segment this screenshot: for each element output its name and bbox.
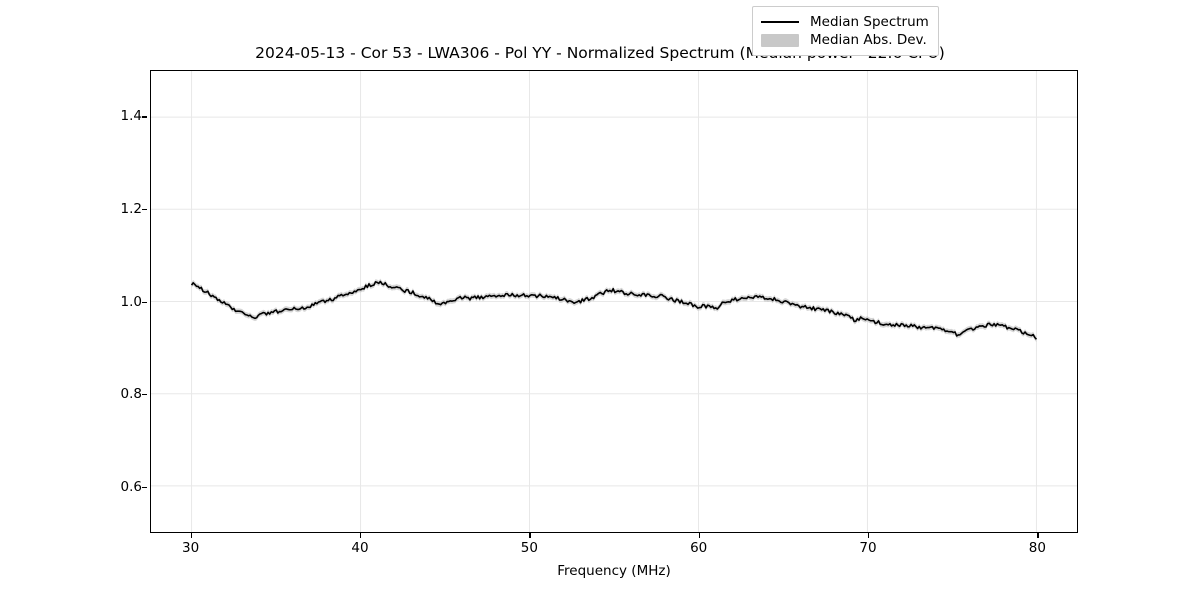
x-tick-label: 60 bbox=[690, 540, 708, 556]
x-tick-mark bbox=[1037, 533, 1039, 538]
y-tick-mark bbox=[142, 116, 147, 118]
chart-legend: Median Spectrum Median Abs. Dev. bbox=[752, 6, 939, 56]
band-swatch-icon bbox=[761, 33, 799, 47]
x-tick-label: 40 bbox=[351, 540, 369, 556]
y-tick-mark bbox=[142, 486, 147, 488]
x-tick-label: 50 bbox=[520, 540, 538, 556]
x-tick-label: 80 bbox=[1028, 540, 1046, 556]
plot-area bbox=[150, 70, 1078, 533]
x-tick-mark bbox=[868, 533, 870, 538]
y-tick-label: 0.8 bbox=[120, 386, 142, 403]
legend-entry-median-abs-dev: Median Abs. Dev. bbox=[760, 31, 929, 49]
mad-band bbox=[191, 278, 1037, 343]
plot-svg bbox=[151, 71, 1077, 532]
x-axis-label: Frequency (MHz) bbox=[557, 563, 671, 579]
y-axis-label: Normalized Power bbox=[0, 247, 4, 369]
y-tick-mark bbox=[142, 208, 147, 211]
x-tick-mark bbox=[190, 533, 192, 538]
legend-entry-median-spectrum: Median Spectrum bbox=[760, 13, 929, 31]
x-tick-label: 70 bbox=[859, 540, 877, 556]
legend-label: Median Abs. Dev. bbox=[810, 32, 927, 48]
chart-title: 2024-05-13 - Cor 53 - LWA306 - Pol YY - … bbox=[255, 44, 945, 62]
y-tick-label: 0.6 bbox=[120, 478, 142, 495]
x-tick-mark bbox=[698, 533, 700, 538]
y-tick-label: 1.4 bbox=[120, 108, 142, 125]
median-spectrum-line bbox=[190, 280, 1038, 340]
line-swatch-icon bbox=[760, 15, 800, 29]
y-tick-label: 1.0 bbox=[120, 293, 142, 310]
y-tick-label: 1.2 bbox=[120, 200, 142, 217]
y-tick-mark bbox=[142, 394, 147, 396]
y-axis-ticks: 0.6 0.8 1.0 1.2 1.4 bbox=[94, 0, 147, 600]
x-tick-label: 30 bbox=[182, 540, 200, 556]
grid-lines bbox=[151, 71, 1077, 532]
x-tick-mark bbox=[529, 533, 531, 538]
legend-label: Median Spectrum bbox=[810, 14, 929, 30]
x-tick-mark bbox=[359, 533, 362, 538]
y-tick-mark bbox=[142, 301, 147, 303]
